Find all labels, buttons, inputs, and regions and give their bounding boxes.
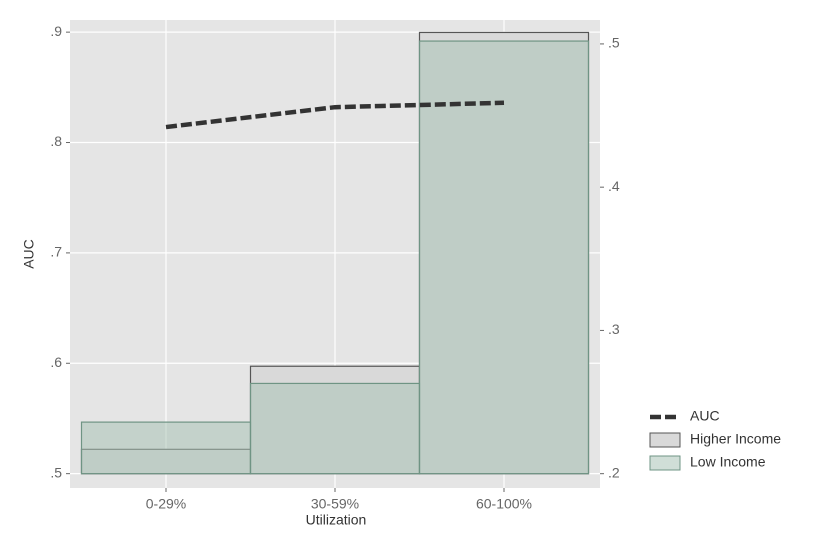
x-tick-label: 60-100% bbox=[476, 496, 532, 512]
auc-line bbox=[165, 100, 505, 130]
y2-tick-label: .2 bbox=[608, 464, 620, 480]
legend-label: Low Income bbox=[690, 454, 766, 470]
y-tick-label: .7 bbox=[50, 244, 62, 260]
legend-key bbox=[649, 455, 681, 471]
x-axis-label: Utilization bbox=[306, 512, 367, 528]
y2-tick-label: .4 bbox=[608, 178, 620, 194]
bar bbox=[418, 40, 590, 475]
y-tick-label: .5 bbox=[50, 464, 62, 480]
x-tick-label: 0-29% bbox=[146, 496, 186, 512]
legend-label: Higher Income bbox=[690, 431, 781, 447]
y-axis-label: AUC bbox=[21, 239, 37, 269]
y2-tick-label: .3 bbox=[608, 321, 620, 337]
y-tick-label: .6 bbox=[50, 354, 62, 370]
x-tick-label: 30-59% bbox=[311, 496, 359, 512]
legend-key bbox=[649, 432, 681, 448]
legend-label: AUC bbox=[690, 408, 720, 424]
y2-tick-label: .5 bbox=[608, 35, 620, 51]
y-tick-label: .8 bbox=[50, 133, 62, 149]
bar bbox=[249, 382, 421, 475]
bar bbox=[80, 421, 252, 475]
y-tick-label: .9 bbox=[50, 23, 62, 39]
